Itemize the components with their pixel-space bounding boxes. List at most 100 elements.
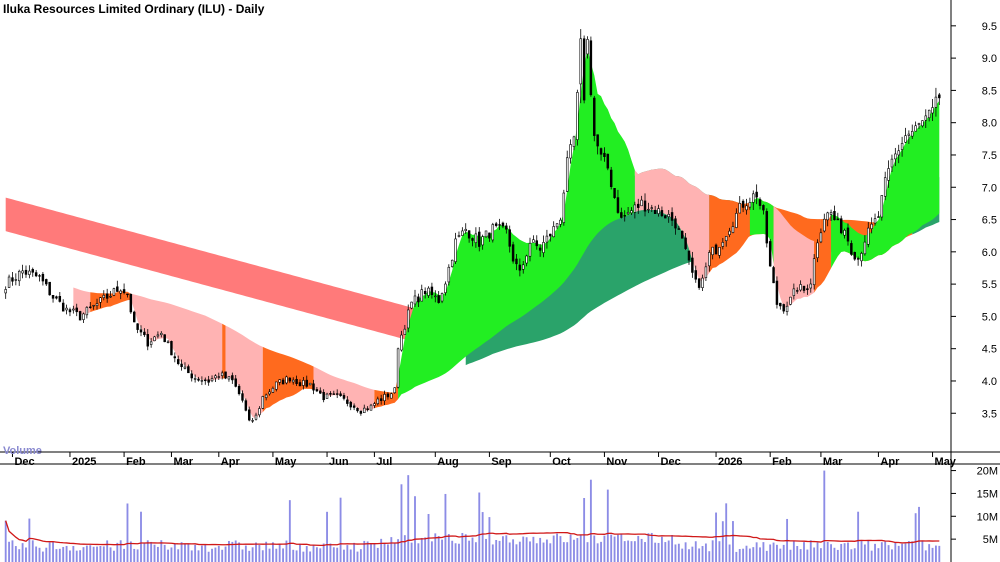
volume-bar-0: [4, 520, 7, 562]
candle-body: [677, 228, 681, 230]
volume-bar-82: [282, 548, 285, 562]
candle-body: [745, 205, 748, 211]
candle-body: [410, 301, 413, 309]
volume-bar-30: [106, 540, 109, 562]
candle-265: [900, 136, 904, 157]
short-term-band-segment-12: [773, 206, 815, 308]
candle-body: [210, 378, 214, 382]
volume-bar-173: [589, 479, 592, 562]
candle-209: [711, 246, 714, 260]
volume-bar-116: [397, 539, 400, 562]
volume-bar-28: [99, 546, 102, 562]
candle-body: [819, 232, 823, 243]
candle-body: [237, 385, 241, 395]
volume-bar-244: [830, 544, 832, 562]
candle-body: [396, 348, 400, 388]
volume-bar-123: [420, 537, 423, 562]
candle-body: [704, 266, 708, 278]
candle-body: [386, 393, 390, 398]
volume-bar-238: [809, 540, 812, 562]
volume-bar-163: [556, 533, 558, 562]
volume-bar-10: [38, 547, 41, 562]
candle-81: [278, 379, 281, 386]
price-tick-label: 9.5: [982, 21, 997, 33]
candle-260: [883, 171, 887, 201]
candle-206: [701, 274, 704, 291]
candle-body: [904, 135, 907, 143]
candle-body: [880, 195, 884, 218]
month-tick-label: Oct: [552, 456, 571, 468]
volume-bar-260: [884, 541, 887, 562]
candle-39: [136, 323, 139, 334]
candle-body: [163, 334, 166, 343]
candle-body: [508, 229, 511, 247]
volume-bar-160: [545, 539, 548, 562]
candle-232: [789, 296, 792, 306]
candle-body: [146, 334, 149, 347]
candle-13: [48, 281, 51, 296]
volume-bar-57: [197, 550, 200, 562]
volume-bar-257: [874, 543, 876, 562]
volume-bar-168: [573, 539, 575, 562]
candle-body: [214, 375, 217, 379]
volume-bar-217: [738, 549, 741, 562]
candle-body: [907, 133, 911, 136]
candle-204: [694, 265, 697, 283]
candle-49: [170, 340, 173, 356]
candle-2: [11, 271, 14, 286]
volume-bar-242: [823, 470, 826, 562]
candle-230: [782, 303, 785, 314]
candle-body: [829, 212, 833, 215]
candle-body: [207, 379, 210, 383]
candle-body: [183, 366, 187, 369]
volume-bar-215: [732, 521, 734, 562]
volume-moving-average: [5, 520, 940, 547]
price-tick-label: 7.0: [982, 182, 997, 194]
candle-57: [197, 376, 200, 382]
candle-body: [369, 404, 373, 411]
volume-bar-124: [424, 537, 427, 562]
candle-body: [478, 231, 481, 247]
candle-137: [467, 230, 471, 243]
candle-body: [721, 242, 725, 247]
volume-bar-153: [522, 536, 525, 562]
candle-body: [227, 376, 231, 380]
volume-bar-230: [782, 544, 785, 562]
candle-197: [670, 207, 674, 227]
volume-bar-33: [116, 542, 119, 562]
candle-143: [488, 232, 491, 242]
candle-body: [268, 391, 271, 395]
month-tick-label: Aug: [437, 456, 458, 468]
price-tick-label: 8.0: [982, 118, 997, 130]
volume-bar-69: [238, 542, 241, 562]
candle-body: [248, 409, 251, 421]
candle-body: [647, 208, 650, 211]
candle-body: [11, 277, 14, 282]
volume-tick-label: 10M: [977, 511, 998, 523]
candle-9: [34, 269, 38, 278]
candle-153: [522, 260, 525, 274]
volume-bar-84: [288, 500, 291, 562]
candle-152: [518, 258, 522, 277]
volume-bar-8: [31, 540, 34, 562]
volume-bar-80: [275, 548, 278, 562]
candle-body: [623, 215, 626, 217]
candle-body: [295, 378, 298, 384]
candle-117: [400, 330, 403, 352]
volume-bar-269: [914, 513, 917, 562]
candle-body: [667, 213, 670, 218]
candle-body: [14, 279, 18, 281]
candle-body: [522, 264, 525, 270]
volume-bar-18: [65, 545, 68, 562]
candle-110: [376, 396, 380, 406]
candle-body: [488, 232, 491, 239]
candle-body: [95, 303, 99, 306]
volume-bar-246: [836, 549, 839, 562]
volume-bar-150: [512, 539, 515, 562]
candle-27: [95, 298, 99, 310]
volume-bar-32: [113, 550, 115, 562]
candle-135: [461, 227, 464, 236]
candle-body: [687, 250, 691, 261]
candle-body: [934, 96, 938, 108]
volume-bar-83: [285, 540, 288, 562]
